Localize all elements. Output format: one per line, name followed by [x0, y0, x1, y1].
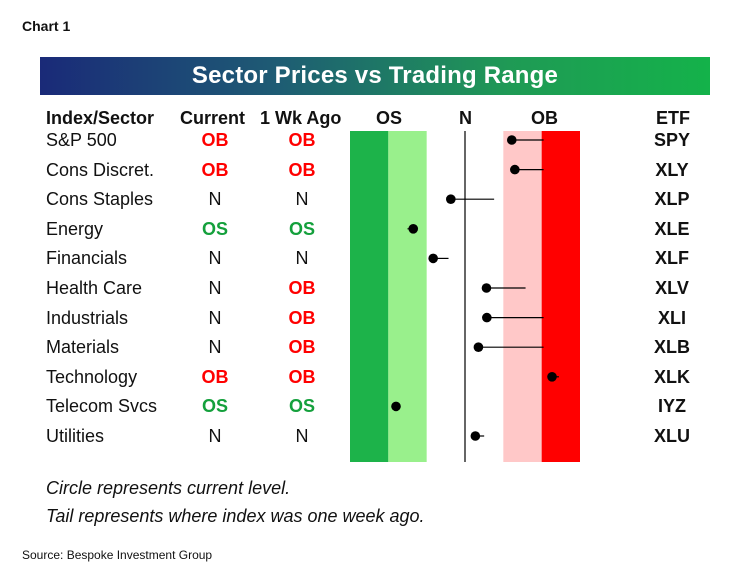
header-week-ago: 1 Wk Ago — [260, 108, 342, 128]
source-text: Source: Bespoke Investment Group — [22, 548, 213, 562]
sector-name: Technology — [46, 366, 138, 387]
current-level-dot — [506, 135, 517, 145]
current-level-dot — [446, 194, 456, 204]
current-status: N — [208, 189, 222, 210]
etf-ticker: XLB — [654, 337, 690, 358]
chart-label: Chart 1 — [22, 18, 71, 34]
current-status: OB — [201, 130, 229, 150]
chart-title-banner: Sector Prices vs Trading Range — [40, 57, 710, 95]
etf-ticker: XLP — [654, 189, 690, 210]
current-level-dot — [482, 312, 492, 323]
sector-name: Financials — [46, 248, 128, 269]
etf-ticker: XLI — [657, 307, 686, 328]
note-circle: Circle represents current level. — [46, 478, 291, 498]
current-level-dot — [391, 401, 401, 412]
etf-ticker: SPY — [653, 130, 691, 150]
etf-ticker: XLK — [654, 366, 690, 387]
header-current: Current — [180, 108, 246, 128]
current-status: N — [208, 337, 222, 358]
etf-ticker: IYZ — [657, 396, 686, 417]
ob-band-light — [503, 131, 542, 462]
week-ago-status: N — [295, 426, 309, 446]
header-n: N — [459, 108, 472, 128]
current-level-dot — [510, 164, 520, 175]
current-level-dot — [481, 283, 492, 293]
week-ago-status: OB — [288, 278, 316, 298]
sector-name: Health Care — [46, 278, 143, 298]
sector-name: S&P 500 — [46, 130, 117, 150]
week-ago-status: OS — [288, 396, 315, 417]
sector-name: Cons Staples — [46, 189, 154, 210]
ob-band-dark — [541, 131, 580, 462]
week-ago-status: OB — [288, 307, 316, 328]
current-status: N — [208, 426, 222, 446]
current-status: OS — [201, 396, 228, 417]
current-status: OS — [201, 218, 228, 239]
os-band-light — [388, 131, 427, 462]
header-etf: ETF — [656, 108, 690, 128]
header-ob: OB — [531, 108, 558, 128]
week-ago-status: OB — [288, 366, 316, 387]
week-ago-status: OB — [288, 159, 316, 180]
etf-ticker: XLV — [655, 278, 689, 298]
current-status: OB — [201, 159, 229, 180]
current-level-dot — [473, 342, 484, 353]
sector-name: Cons Discret. — [46, 159, 155, 180]
header-index-sector: Index/Sector — [46, 108, 155, 128]
current-level-dot — [470, 431, 481, 441]
current-status: OB — [201, 366, 229, 387]
header-os: OS — [376, 108, 403, 128]
week-ago-status: N — [295, 189, 309, 210]
etf-ticker: XLF — [655, 248, 689, 269]
etf-ticker: XLE — [654, 218, 690, 239]
current-status: N — [208, 307, 222, 328]
note-tail: Tail represents where index was one week… — [46, 506, 425, 526]
current-status: N — [208, 278, 222, 298]
current-status: N — [208, 248, 222, 269]
current-level-dot — [547, 372, 557, 382]
sector-name: Utilities — [46, 426, 105, 446]
current-level-dot — [408, 224, 419, 234]
sector-name: Industrials — [46, 307, 129, 328]
week-ago-status: OS — [288, 218, 315, 239]
sector-name: Energy — [46, 218, 104, 239]
week-ago-status: OB — [288, 130, 316, 150]
etf-ticker: XLU — [654, 426, 690, 446]
week-ago-status: OB — [288, 337, 316, 358]
sector-name: Telecom Svcs — [46, 396, 158, 417]
sector-name: Materials — [46, 337, 120, 358]
current-level-dot — [428, 253, 438, 264]
week-ago-status: N — [295, 248, 309, 269]
os-band-dark — [350, 131, 389, 462]
etf-ticker: XLY — [655, 159, 689, 180]
